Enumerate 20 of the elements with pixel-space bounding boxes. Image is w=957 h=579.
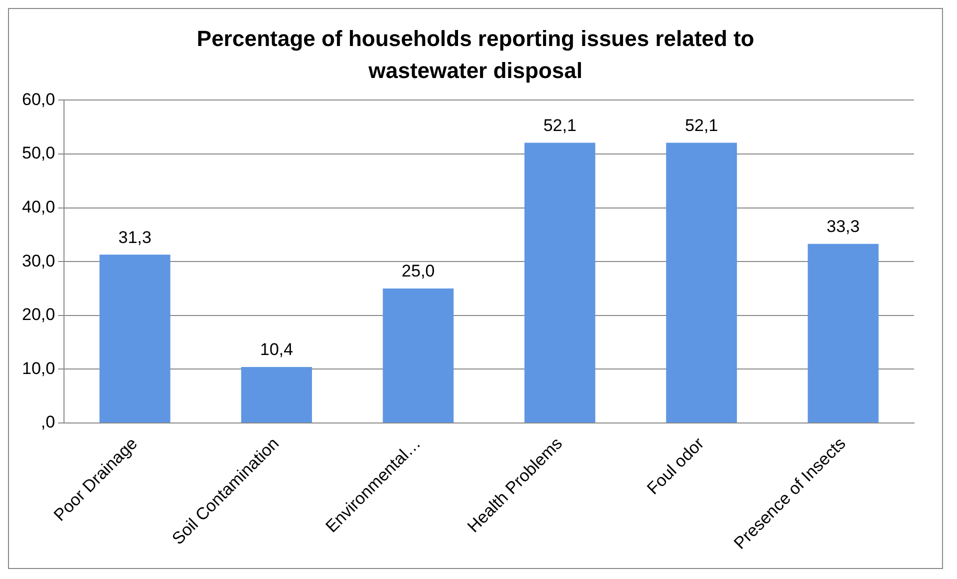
- data-label: 52,1: [543, 116, 576, 135]
- y-tick-label: 60,0: [22, 90, 56, 109]
- bar: [666, 142, 737, 423]
- bar: [241, 367, 312, 423]
- bar: [382, 288, 454, 423]
- y-tick-label: 20,0: [22, 305, 56, 324]
- data-label: 33,3: [826, 217, 860, 236]
- y-tick-label: 40,0: [22, 197, 56, 216]
- y-tick-label: 30,0: [22, 251, 56, 270]
- bar: [524, 142, 596, 423]
- bar: [808, 244, 879, 423]
- y-tick-label: 10,0: [22, 358, 56, 378]
- data-label: 25,0: [402, 262, 435, 281]
- chart-title: Percentage of households reporting issues related to wastewater disposal: [196, 25, 756, 85]
- y-tick-label: 50,0: [22, 144, 56, 163]
- y-tick-label: ,0: [40, 412, 56, 432]
- bar: [100, 254, 170, 423]
- data-label: 10,4: [260, 340, 294, 360]
- data-label: 31,3: [118, 228, 152, 247]
- data-label: 52,1: [684, 116, 718, 135]
